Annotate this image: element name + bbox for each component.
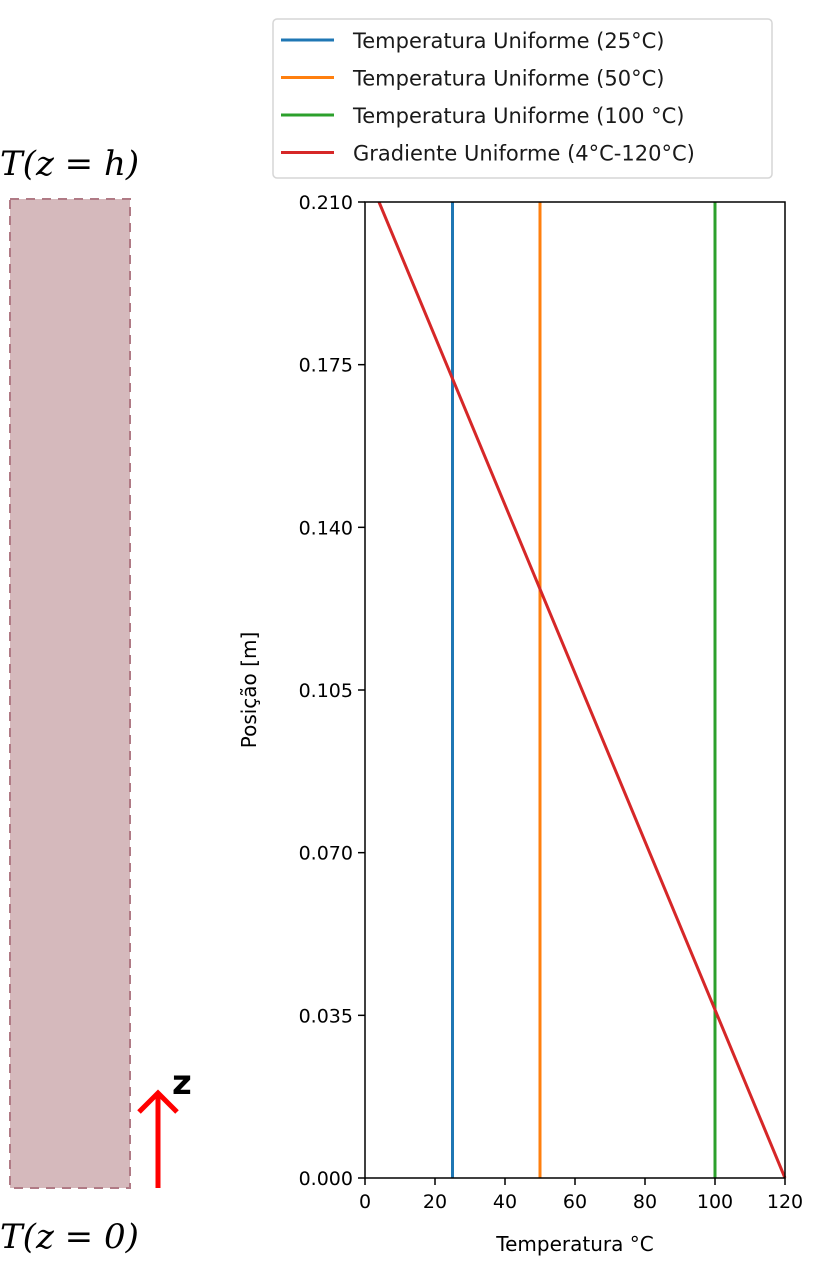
y-tick-label: 0.175 <box>299 355 353 377</box>
y-tick-label: 0.210 <box>299 192 353 214</box>
y-tick-label: 0.035 <box>299 1005 353 1027</box>
axes: 0 20 40 60 80 100 120 0.000 0.035 0.070 0.105 0.140… <box>299 192 804 1213</box>
legend-label: Temperatura Uniforme (25°C) <box>352 29 664 53</box>
legend-label: Temperatura Uniforme (50°C) <box>352 67 664 91</box>
x-tick-label: 100 <box>697 1191 733 1213</box>
slab-diagram: T(z = h) T(z = 0) z <box>0 144 192 1257</box>
legend: Temperatura Uniforme (25°C) Temperatura U… <box>272 18 773 179</box>
y-tick-label: 0.000 <box>299 1168 353 1190</box>
x-tick-label: 80 <box>633 1191 657 1213</box>
x-tick-label: 40 <box>493 1191 517 1213</box>
plot-area <box>377 201 787 1179</box>
x-tick-label: 0 <box>359 1191 371 1213</box>
x-tick-label: 120 <box>767 1191 803 1213</box>
legend-item: Temperatura Uniforme (50°C) <box>281 67 664 91</box>
axes-frame <box>364 201 786 1179</box>
x-tick-label: 20 <box>423 1191 447 1213</box>
legend-item: Temperatura Uniforme (25°C) <box>281 29 664 53</box>
bottom-boundary-label: T(z = 0) <box>0 1217 139 1257</box>
legend-box <box>272 18 773 179</box>
z-axis-arrow-icon <box>137 1089 179 1188</box>
y-tick-label: 0.070 <box>299 843 353 865</box>
legend-label: Gradiente Uniforme (4°C-120°C) <box>353 142 695 166</box>
x-tick-label: 60 <box>563 1191 587 1213</box>
z-axis-label: z <box>172 1063 192 1103</box>
top-boundary-label: T(z = h) <box>0 144 139 184</box>
legend-item: Temperatura Uniforme (100 °C) <box>281 104 685 128</box>
legend-label: Temperatura Uniforme (100 °C) <box>352 104 685 128</box>
y-tick-label: 0.140 <box>299 517 353 539</box>
legend-item: Gradiente Uniforme (4°C-120°C) <box>281 142 695 166</box>
y-axis-label: Posição [m] <box>237 632 261 749</box>
slab-rectangle <box>9 198 131 1189</box>
series-line-3 <box>377 201 787 1179</box>
x-axis-label: Temperatura °C <box>495 1232 653 1256</box>
y-tick-label: 0.105 <box>299 680 353 702</box>
